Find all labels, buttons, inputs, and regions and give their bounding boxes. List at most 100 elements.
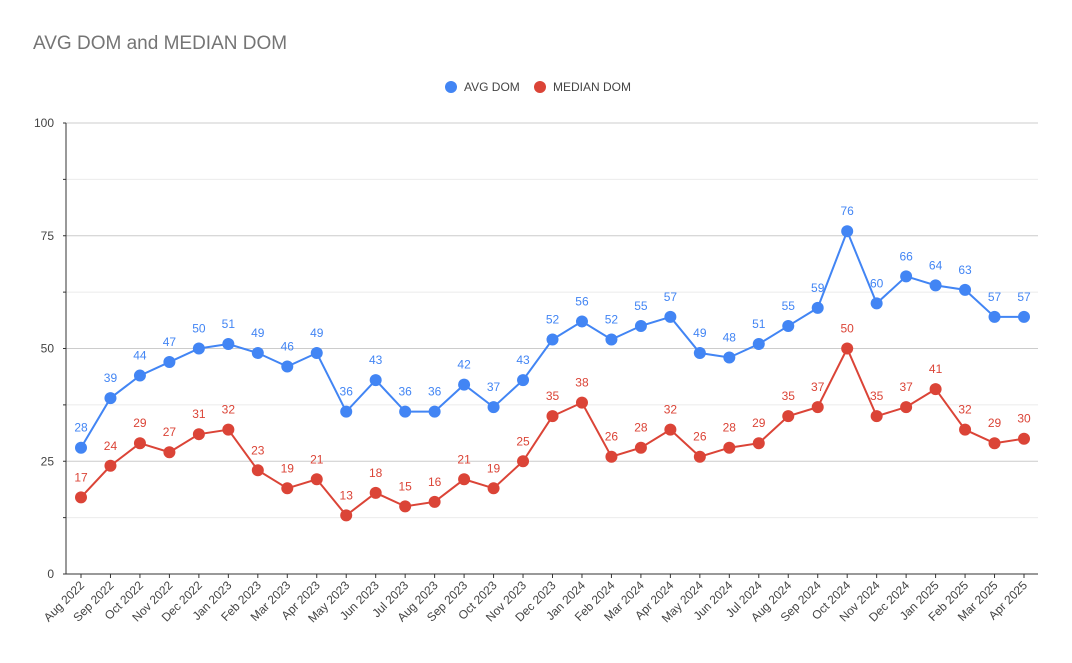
y-axis-ticks: 0 25 50 75 100 bbox=[34, 116, 54, 581]
data-label: 27 bbox=[163, 425, 177, 439]
data-label: 32 bbox=[958, 403, 972, 417]
series-median-dom: 17 24 29 27 31 32 23 19 21 13 18 15 16 21 19 25 35 38 26 28… bbox=[74, 322, 1031, 522]
legend-item: MEDIAN DOM bbox=[534, 80, 631, 94]
data-point bbox=[870, 297, 883, 310]
data-label: 37 bbox=[899, 380, 913, 394]
data-label: 51 bbox=[752, 317, 766, 331]
data-label: 21 bbox=[310, 452, 324, 466]
data-point bbox=[900, 401, 913, 414]
data-point bbox=[458, 473, 471, 486]
data-label: 50 bbox=[841, 322, 855, 336]
data-point bbox=[693, 450, 706, 463]
data-point bbox=[634, 441, 647, 454]
data-point bbox=[251, 347, 264, 360]
data-label: 31 bbox=[192, 407, 206, 421]
data-label: 55 bbox=[634, 299, 648, 313]
y-tick-label: 75 bbox=[41, 229, 55, 243]
data-point bbox=[222, 423, 235, 436]
data-point bbox=[192, 342, 205, 355]
data-label: 43 bbox=[369, 353, 383, 367]
data-point bbox=[222, 337, 235, 350]
data-point bbox=[959, 283, 972, 296]
legend: AVG DOM MEDIAN DOM bbox=[445, 80, 631, 94]
data-point bbox=[104, 392, 117, 405]
series-group: 28 39 44 47 50 51 49 46 49 36 43 36 36 42 37 43 52 56 52 55… bbox=[74, 204, 1031, 522]
grid-lines bbox=[66, 122, 1038, 519]
data-point bbox=[575, 315, 588, 328]
data-point bbox=[870, 410, 883, 423]
data-label: 37 bbox=[487, 380, 501, 394]
data-label: 35 bbox=[870, 389, 884, 403]
data-point bbox=[664, 423, 677, 436]
data-point bbox=[310, 347, 323, 360]
data-label: 60 bbox=[870, 276, 884, 290]
data-point bbox=[428, 495, 441, 508]
data-label: 35 bbox=[546, 389, 560, 403]
data-point bbox=[752, 437, 765, 450]
y-tick-label: 50 bbox=[41, 342, 55, 356]
y-tick-label: 25 bbox=[41, 454, 55, 468]
data-point bbox=[133, 369, 146, 382]
data-point bbox=[1018, 432, 1030, 445]
data-label: 57 bbox=[988, 290, 1002, 304]
data-point bbox=[575, 396, 588, 409]
data-point bbox=[517, 455, 530, 468]
data-label: 64 bbox=[929, 258, 943, 272]
series-avg-dom: 28 39 44 47 50 51 49 46 49 36 43 36 36 42 37 43 52 56 52 55… bbox=[74, 204, 1031, 454]
data-point bbox=[988, 437, 1001, 450]
legend-label: MEDIAN DOM bbox=[553, 80, 631, 94]
data-label: 37 bbox=[811, 380, 825, 394]
data-point bbox=[369, 374, 382, 387]
data-point bbox=[104, 459, 117, 472]
data-label: 26 bbox=[693, 430, 707, 444]
data-label: 49 bbox=[693, 326, 707, 340]
data-label: 28 bbox=[74, 421, 88, 435]
data-point bbox=[487, 482, 500, 495]
data-label: 66 bbox=[899, 249, 913, 263]
data-label: 76 bbox=[841, 204, 855, 218]
data-point bbox=[163, 446, 176, 459]
data-label: 32 bbox=[222, 403, 236, 417]
data-point bbox=[251, 464, 264, 477]
data-point bbox=[458, 378, 471, 391]
data-point bbox=[605, 450, 618, 463]
data-point bbox=[75, 441, 87, 454]
data-point bbox=[841, 342, 854, 355]
data-point bbox=[487, 401, 500, 414]
y-tick-label: 0 bbox=[47, 567, 54, 581]
data-label: 46 bbox=[281, 340, 295, 354]
data-point bbox=[782, 319, 795, 332]
data-label: 38 bbox=[575, 376, 589, 390]
data-label: 13 bbox=[340, 488, 354, 502]
data-point bbox=[988, 310, 1001, 323]
data-label: 23 bbox=[251, 443, 265, 457]
data-label: 29 bbox=[133, 416, 147, 430]
data-label: 29 bbox=[752, 416, 766, 430]
data-point bbox=[369, 486, 382, 499]
data-point bbox=[841, 225, 854, 238]
data-label: 43 bbox=[516, 353, 530, 367]
series-line bbox=[80, 346, 1025, 517]
y-tick-label: 100 bbox=[34, 116, 54, 130]
data-label: 39 bbox=[104, 371, 118, 385]
data-label: 42 bbox=[457, 358, 471, 372]
data-label: 28 bbox=[723, 421, 737, 435]
data-label: 17 bbox=[74, 470, 88, 484]
data-label: 36 bbox=[428, 385, 442, 399]
data-label: 48 bbox=[723, 331, 737, 345]
data-point bbox=[723, 441, 736, 454]
data-label: 15 bbox=[398, 479, 412, 493]
data-label: 49 bbox=[310, 326, 324, 340]
data-label: 19 bbox=[281, 461, 295, 475]
data-point bbox=[399, 405, 412, 418]
data-point bbox=[811, 401, 824, 414]
data-point bbox=[546, 333, 559, 346]
data-label: 59 bbox=[811, 281, 825, 295]
data-label: 52 bbox=[546, 312, 560, 326]
data-label: 16 bbox=[428, 475, 442, 489]
legend-marker bbox=[445, 81, 457, 93]
data-label: 28 bbox=[634, 421, 648, 435]
data-label: 51 bbox=[222, 317, 236, 331]
